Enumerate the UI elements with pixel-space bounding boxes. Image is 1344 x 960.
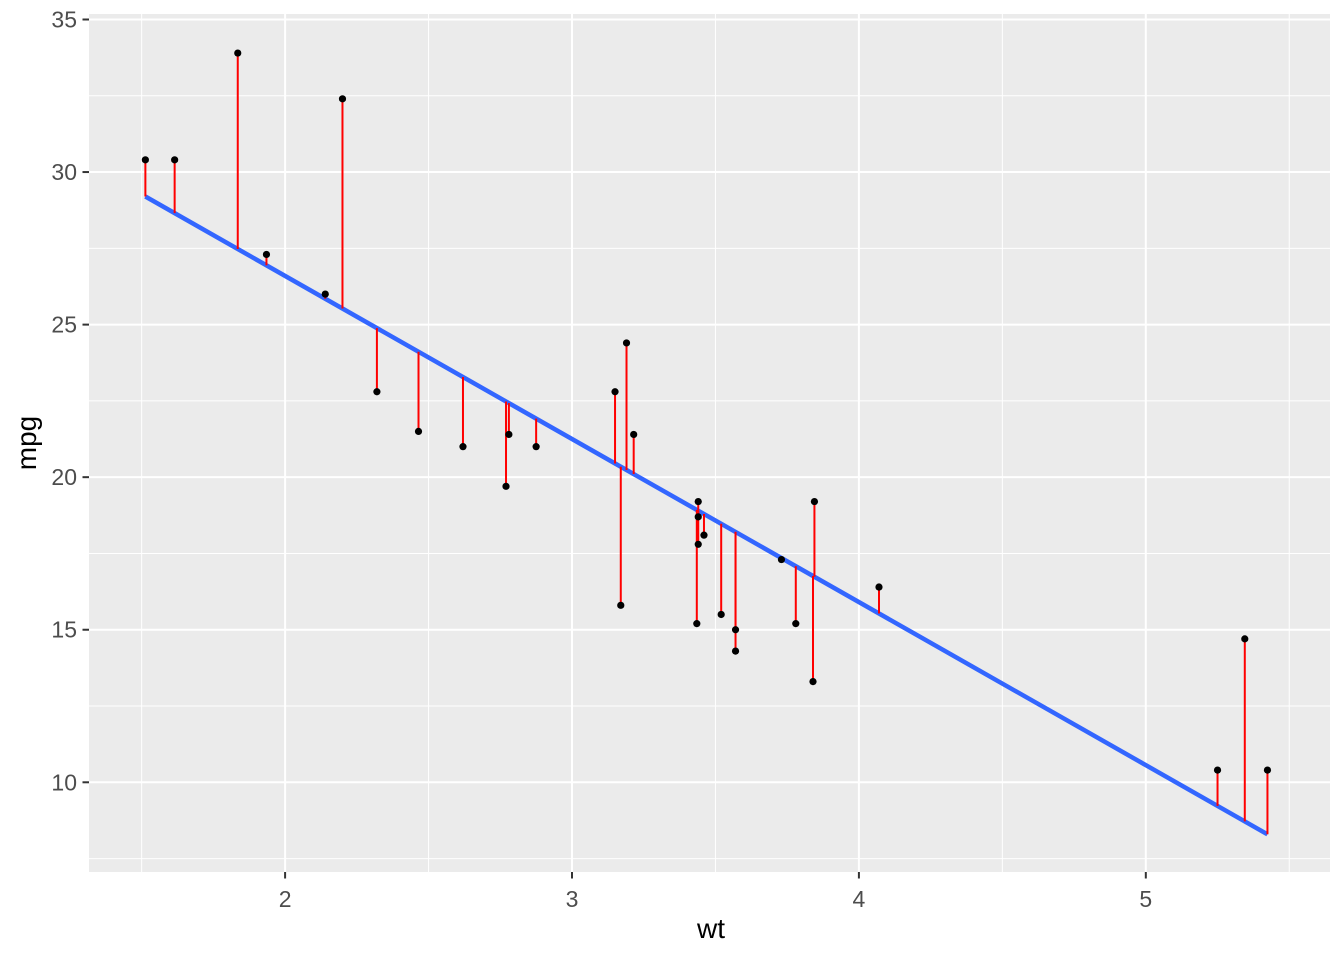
data-point xyxy=(717,610,725,619)
x-axis-title: wt xyxy=(696,913,725,944)
data-point xyxy=(611,388,619,396)
data-point xyxy=(875,583,883,591)
data-point xyxy=(1263,766,1272,774)
data-point xyxy=(459,443,467,451)
y-tick-label: 25 xyxy=(51,312,77,338)
data-point xyxy=(338,95,347,103)
data-point xyxy=(1213,766,1222,774)
data-point xyxy=(731,647,740,655)
data-point xyxy=(693,620,701,628)
data-point xyxy=(171,156,179,164)
data-point xyxy=(809,678,817,686)
data-point xyxy=(630,430,638,439)
data-point xyxy=(502,482,510,490)
axis-layer: 2 3 4 5 10 15 20 25 30 35 xyxy=(51,6,1152,912)
data-point xyxy=(373,388,381,396)
x-tick-label: 4 xyxy=(853,886,866,912)
x-tick-label: 3 xyxy=(566,886,579,912)
data-point xyxy=(505,430,513,439)
data-point xyxy=(777,555,786,564)
data-point xyxy=(731,626,740,634)
data-point xyxy=(810,497,819,506)
regression-line xyxy=(144,194,1269,837)
data-layer xyxy=(141,49,1272,837)
data-point xyxy=(321,290,329,298)
data-point xyxy=(694,497,702,506)
data-point xyxy=(262,250,271,259)
data-point xyxy=(694,513,702,521)
data-point xyxy=(622,339,631,347)
data-point xyxy=(694,540,702,548)
y-tick-label: 20 xyxy=(51,464,77,490)
data-point xyxy=(1241,635,1249,643)
data-point xyxy=(700,531,708,539)
data-point xyxy=(792,620,800,628)
data-point xyxy=(617,601,625,609)
y-tick-label: 10 xyxy=(51,769,77,795)
plot-panel xyxy=(89,14,1330,872)
panel-layer xyxy=(89,14,1330,872)
y-tick-label: 15 xyxy=(51,617,77,643)
data-point xyxy=(414,427,423,436)
x-tick-label: 2 xyxy=(279,886,292,912)
data-point xyxy=(234,49,242,57)
y-tick-label: 35 xyxy=(51,6,77,32)
data-point xyxy=(532,443,540,451)
x-tick-label: 5 xyxy=(1139,886,1152,912)
y-tick-label: 30 xyxy=(51,159,77,185)
data-point xyxy=(141,156,149,164)
y-axis-title: mpg xyxy=(11,416,42,470)
